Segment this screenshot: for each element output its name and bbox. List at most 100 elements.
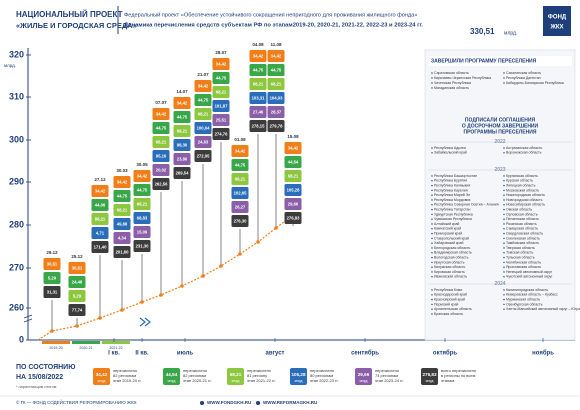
legend-value: 276,83 [422, 372, 436, 377]
month-label: II кв. [135, 351, 149, 357]
month-label: октябрь [433, 350, 457, 357]
region: Приморский край [434, 232, 462, 236]
bullet [431, 87, 433, 89]
bullet [431, 72, 433, 74]
stage-label: 2019-20 [49, 346, 62, 350]
cumulative-curve [37, 214, 294, 341]
bullet [503, 152, 505, 154]
tower-segment [249, 50, 267, 62]
tower-value: 68,21 [288, 173, 299, 178]
tower-value: 95,16 [156, 153, 167, 158]
bullet [431, 213, 433, 216]
region: Нижегородская область [506, 193, 545, 197]
tower-segment [231, 173, 249, 185]
tower-segment [212, 72, 230, 84]
region: Республика Дагестан [506, 76, 541, 80]
legend-text: всего перечислено [441, 368, 477, 373]
tower-value: 269,54 [176, 170, 189, 175]
bullet [503, 218, 505, 220]
project-name: «ЖИЛЬЕ И ГОРОДСКАЯ СРЕДА» [16, 21, 137, 30]
tower-segment [113, 218, 131, 230]
bullet [431, 242, 433, 244]
bullet [503, 147, 505, 149]
tower-value: 34,42 [271, 53, 282, 58]
tower-segment [231, 201, 249, 213]
region: Республика Марий Эл [434, 193, 470, 197]
region: Астраханская область [506, 146, 542, 150]
tower-date: 30.03 [116, 168, 128, 173]
tower-segment [284, 212, 302, 224]
bullet [431, 289, 433, 291]
bullet [431, 204, 433, 206]
legend-unit: млрд [295, 379, 303, 383]
legend-swatch [227, 368, 244, 385]
project-label: НАЦИОНАЛЬНЫЙ ПРОЕКТ [16, 10, 123, 19]
tower-segment [194, 94, 212, 106]
tower-segment [68, 290, 86, 302]
tower-segment [212, 114, 230, 126]
tower-segment [113, 232, 131, 244]
tower-value: 272,05 [197, 153, 210, 158]
y-tick-label: 260 [9, 302, 24, 312]
region: Удмуртская Республика [434, 212, 473, 216]
tower-segment [68, 262, 86, 274]
legend-swatch [163, 368, 180, 385]
tower-segment [249, 106, 267, 118]
region: Ставропольский край [434, 236, 469, 240]
region: Владимирская область [434, 251, 472, 255]
month-label: июль [177, 351, 193, 357]
legend-text: 74 регионам [375, 373, 398, 378]
bullet [431, 223, 433, 225]
tower-segment [152, 164, 170, 176]
tower-segment [267, 50, 285, 62]
region: Московская область [506, 188, 539, 192]
tower-segment [133, 212, 151, 224]
tower-value: 44,75 [198, 97, 209, 102]
tower-segment [91, 227, 109, 239]
tower-segment [173, 139, 191, 151]
regions-panel [424, 49, 576, 341]
tower-segment [194, 122, 212, 134]
tower-value: 27,46 [253, 109, 264, 114]
legend-value: 105,28 [291, 372, 305, 377]
legend-swatch [421, 368, 438, 385]
region: Пензенская область [506, 217, 539, 221]
tower-segment [91, 185, 109, 197]
legend-unit: млрд [426, 379, 434, 383]
bullet [431, 175, 433, 177]
legend-text: 82 регионам [183, 373, 206, 378]
site-link[interactable]: WWW.FONDGKH.RU [207, 400, 251, 405]
panel-heading-box [428, 56, 572, 66]
bullet [503, 256, 505, 259]
tower-segment [173, 153, 191, 165]
tower-value: 34,42 [177, 100, 188, 105]
status: НА 15/08/2022 [16, 374, 63, 381]
site-icon [256, 401, 260, 405]
logo-text: ЖКХ [549, 25, 563, 31]
legend-value: 68,21 [230, 372, 242, 377]
y-tick-label: 310 [9, 91, 24, 101]
legend-text: перечислено [113, 368, 138, 373]
region: Иркутская область [434, 260, 465, 264]
tower-value: 4,71 [96, 230, 105, 235]
tower-value: 68,83 [137, 215, 148, 220]
tower-segment [113, 190, 131, 202]
region: Липецкая область [506, 184, 536, 188]
legend-text: этап 2023-24 гг. [375, 378, 404, 383]
curve-point [75, 324, 79, 328]
tower-segment [43, 258, 61, 270]
tower-segment [152, 150, 170, 162]
region: Республика Татарстан [434, 208, 471, 212]
tower-value: 44,75 [137, 187, 148, 192]
site-link[interactable]: WWW.REFORMAGKH.RU [263, 400, 317, 405]
tower-date: 04.08 [252, 42, 264, 47]
bullet [503, 208, 505, 211]
legend-text: этап 2021-22 гг. [247, 378, 276, 383]
region: Чеченская Республика [434, 81, 471, 85]
y-tick-label: 290 [9, 176, 24, 186]
bullet [431, 237, 433, 240]
region: Республика Коми [434, 288, 462, 292]
region: Челябинская область [506, 260, 541, 264]
tower-segment [267, 106, 285, 118]
region: Брянская область [434, 312, 463, 316]
